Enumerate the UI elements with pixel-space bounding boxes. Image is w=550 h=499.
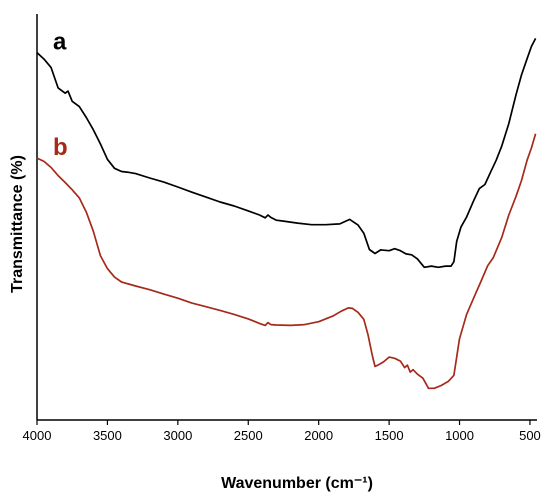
series-line-b xyxy=(36,133,537,390)
series-labels: ab xyxy=(53,29,68,162)
plot-area: 4000 3500 3000 2500 2000 1500 1000 500 ab xyxy=(23,14,541,443)
x-axis-ticks: 4000 3500 3000 2500 2000 1500 1000 500 xyxy=(23,420,541,443)
y-axis-title: Transmittance (%) xyxy=(9,155,26,293)
x-tick-label-2000: 2000 xyxy=(304,428,333,443)
series-line-a xyxy=(36,38,537,269)
x-tick-label-1000: 1000 xyxy=(445,428,474,443)
x-tick-label-4000: 4000 xyxy=(23,428,52,443)
series-layer xyxy=(36,38,537,390)
x-tick-label-3000: 3000 xyxy=(163,428,192,443)
series-label-b: b xyxy=(53,134,68,161)
x-axis-title: Wavenumber (cm⁻¹) xyxy=(221,475,373,492)
x-tick-label-500: 500 xyxy=(519,428,541,443)
series-label-a: a xyxy=(53,29,67,56)
x-tick-label-3500: 3500 xyxy=(93,428,122,443)
x-tick-label-1500: 1500 xyxy=(375,428,404,443)
x-tick-label-2500: 2500 xyxy=(234,428,263,443)
